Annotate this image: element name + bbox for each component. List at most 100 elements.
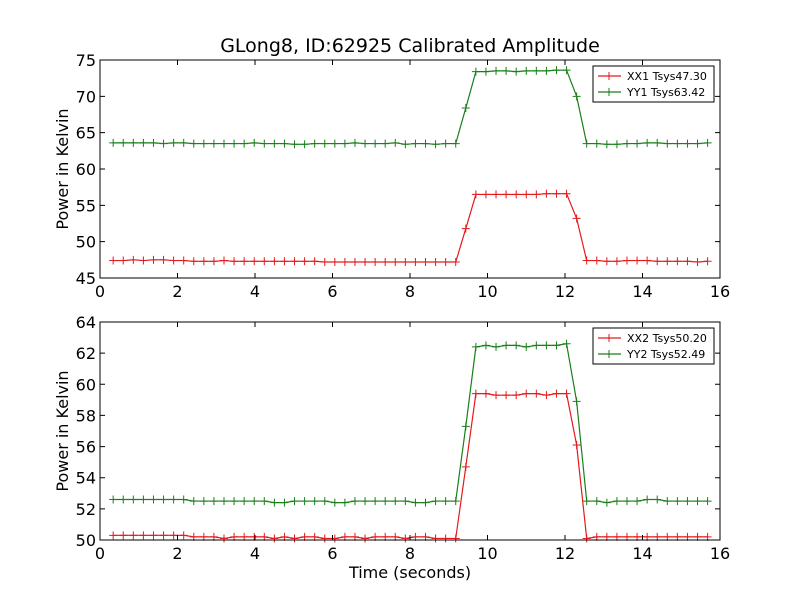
legend-swatch-marker bbox=[605, 350, 613, 358]
data-point bbox=[461, 224, 470, 233]
data-point bbox=[139, 138, 148, 147]
data-point bbox=[592, 497, 601, 506]
data-point bbox=[673, 497, 682, 506]
x-tick-label: 14 bbox=[632, 282, 652, 301]
data-point bbox=[532, 66, 541, 75]
data-point bbox=[653, 257, 662, 266]
data-point bbox=[119, 256, 128, 265]
data-point bbox=[512, 190, 521, 199]
x-tick-label: 16 bbox=[710, 544, 730, 563]
data-point bbox=[330, 139, 339, 148]
data-point bbox=[582, 139, 591, 148]
data-point bbox=[109, 256, 118, 265]
data-point bbox=[572, 441, 581, 450]
data-point bbox=[320, 497, 329, 506]
data-point bbox=[663, 139, 672, 148]
data-point bbox=[250, 497, 259, 506]
data-point bbox=[129, 255, 138, 264]
y-tick-label: 60 bbox=[76, 160, 96, 179]
data-point bbox=[139, 495, 148, 504]
data-point bbox=[260, 257, 269, 266]
y-axis-label: Power in Kelvin bbox=[53, 108, 72, 229]
data-point bbox=[340, 498, 349, 507]
data-point bbox=[330, 258, 339, 267]
y-tick-label: 62 bbox=[76, 344, 96, 363]
legend-label: YY2 Tsys52.49 bbox=[626, 348, 705, 361]
y-tick-label: 52 bbox=[76, 500, 96, 519]
data-point bbox=[653, 495, 662, 504]
data-point bbox=[149, 255, 158, 264]
data-point bbox=[552, 66, 561, 75]
data-point bbox=[532, 190, 541, 199]
legend-box bbox=[592, 65, 715, 103]
data-point bbox=[602, 498, 611, 507]
data-point bbox=[209, 497, 218, 506]
data-point bbox=[532, 341, 541, 350]
data-point bbox=[320, 139, 329, 148]
x-tick-label: 2 bbox=[172, 544, 182, 563]
data-point bbox=[240, 139, 249, 148]
data-point bbox=[512, 341, 521, 350]
legend-label: XX1 Tsys47.30 bbox=[627, 70, 707, 83]
data-point bbox=[492, 66, 501, 75]
data-point bbox=[169, 531, 178, 540]
data-point bbox=[199, 257, 208, 266]
data-point bbox=[371, 497, 380, 506]
data-point bbox=[492, 342, 501, 351]
data-point bbox=[673, 257, 682, 266]
data-point bbox=[522, 389, 531, 398]
data-point bbox=[693, 139, 702, 148]
data-point bbox=[290, 534, 299, 543]
data-point bbox=[552, 189, 561, 198]
y-tick-label: 60 bbox=[76, 375, 96, 394]
data-point bbox=[441, 139, 450, 148]
data-point bbox=[300, 497, 309, 506]
data-point bbox=[149, 138, 158, 147]
data-point bbox=[481, 67, 490, 76]
data-point bbox=[330, 498, 339, 507]
data-point bbox=[703, 497, 712, 506]
data-point bbox=[522, 342, 531, 351]
data-point bbox=[572, 92, 581, 101]
data-point bbox=[109, 531, 118, 540]
y-tick-label: 70 bbox=[76, 87, 96, 106]
data-point bbox=[602, 140, 611, 149]
legend: XX1 Tsys47.30 YY1 Tsys63.42 bbox=[592, 65, 715, 103]
x-tick-label: 4 bbox=[250, 544, 260, 563]
data-point bbox=[340, 139, 349, 148]
data-point bbox=[481, 190, 490, 199]
data-point bbox=[129, 495, 138, 504]
data-point bbox=[471, 190, 480, 199]
data-point bbox=[441, 258, 450, 267]
data-point bbox=[562, 66, 571, 75]
data-point bbox=[240, 497, 249, 506]
data-point bbox=[623, 497, 631, 506]
y-tick-label: 50 bbox=[76, 531, 96, 550]
data-point bbox=[441, 534, 450, 543]
data-point bbox=[582, 256, 591, 265]
data-point bbox=[179, 495, 188, 504]
data-point bbox=[119, 531, 128, 540]
data-point bbox=[562, 389, 571, 398]
data-point bbox=[381, 139, 390, 148]
data-point bbox=[431, 534, 440, 543]
data-point bbox=[411, 498, 420, 507]
data-point bbox=[300, 140, 309, 149]
data-point bbox=[633, 256, 642, 265]
legend: XX2 Tsys50.20 YY2 Tsys52.49 bbox=[592, 327, 715, 365]
data-point bbox=[139, 256, 148, 265]
data-point bbox=[592, 139, 601, 148]
data-point bbox=[159, 531, 168, 540]
data-point bbox=[633, 497, 642, 506]
y-tick-label: 50 bbox=[76, 233, 96, 252]
data-point bbox=[693, 258, 702, 267]
data-point bbox=[230, 139, 239, 148]
y-tick-label: 56 bbox=[76, 438, 96, 457]
data-point bbox=[300, 257, 309, 266]
data-point bbox=[411, 139, 420, 148]
data-point bbox=[361, 497, 370, 506]
data-point bbox=[220, 139, 228, 148]
data-point bbox=[340, 258, 349, 267]
data-point bbox=[381, 497, 390, 506]
x-tick-label: 14 bbox=[632, 544, 652, 563]
